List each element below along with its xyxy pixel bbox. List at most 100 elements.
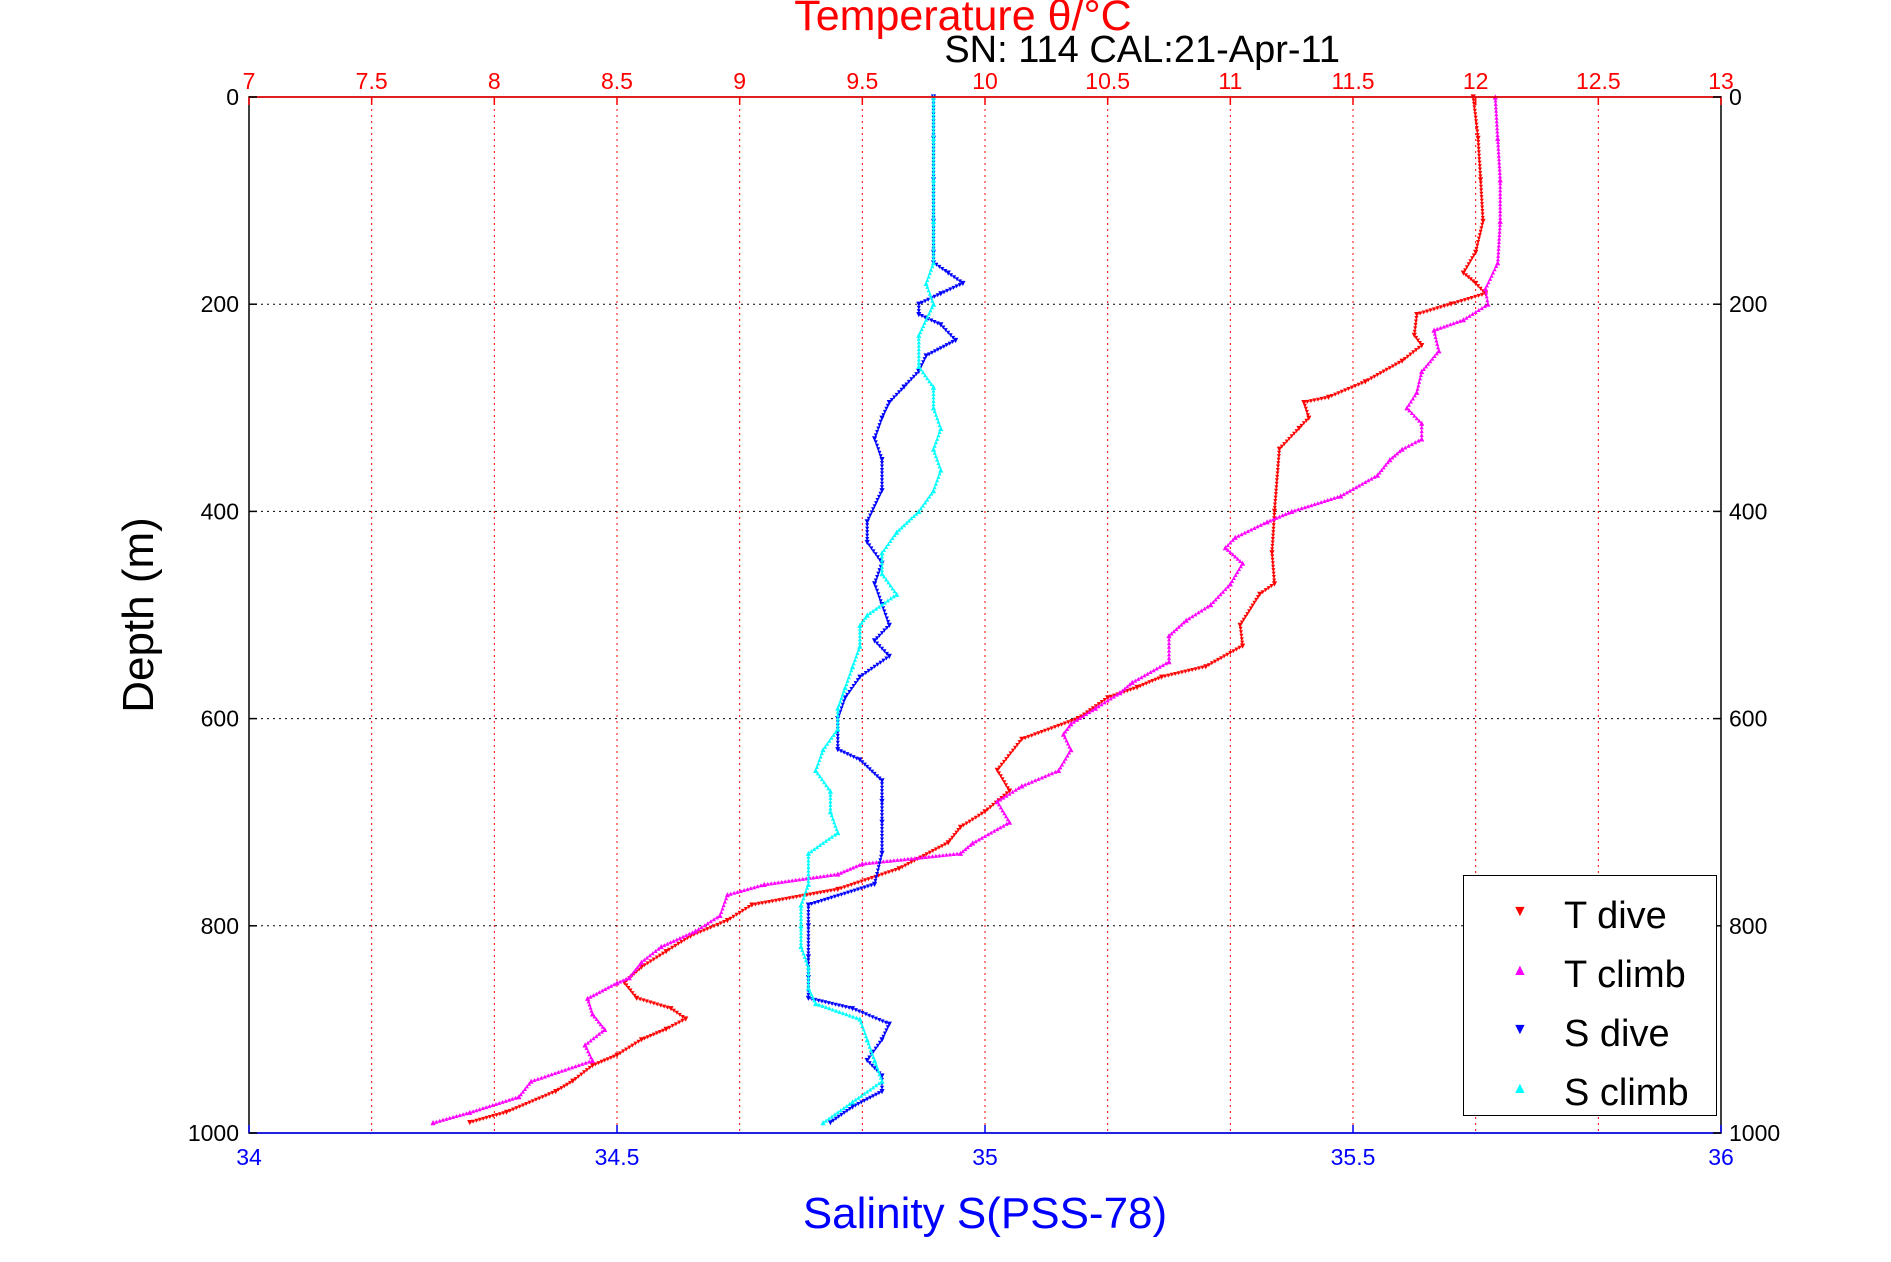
data-point-marker bbox=[784, 896, 789, 901]
data-point-marker bbox=[1002, 793, 1007, 798]
data-point-marker bbox=[869, 876, 874, 880]
data-point-marker bbox=[740, 908, 745, 913]
data-point bbox=[864, 1037, 870, 1043]
data-point-marker bbox=[1271, 523, 1276, 528]
data-point-marker bbox=[936, 474, 941, 479]
data-point-marker bbox=[1497, 240, 1501, 244]
data-point-marker bbox=[918, 330, 923, 335]
data-point-marker bbox=[1414, 348, 1419, 353]
series-layer bbox=[430, 94, 1503, 1126]
data-point-marker bbox=[880, 485, 884, 490]
data-point-marker bbox=[1414, 416, 1419, 421]
data-point-marker bbox=[930, 298, 935, 303]
data-point-marker bbox=[931, 209, 936, 213]
data-point-marker bbox=[1062, 721, 1067, 726]
data-point-marker bbox=[810, 995, 815, 1000]
data-point-marker bbox=[753, 902, 758, 907]
data-point-marker bbox=[1496, 257, 1500, 262]
data-point-marker bbox=[1270, 561, 1275, 566]
data-point-marker bbox=[882, 649, 887, 654]
data-point-marker bbox=[1176, 671, 1181, 676]
data-point-marker bbox=[1452, 301, 1457, 306]
data-point-marker bbox=[715, 922, 720, 927]
data-point bbox=[945, 840, 951, 846]
data-point-marker bbox=[630, 991, 635, 996]
data-point-marker bbox=[880, 792, 884, 797]
data-point-marker bbox=[938, 346, 943, 351]
data-point-marker bbox=[812, 847, 817, 852]
data-point-marker bbox=[867, 543, 872, 548]
data-point bbox=[857, 643, 863, 649]
data-point-marker bbox=[919, 327, 924, 332]
data-point-marker bbox=[1046, 727, 1051, 732]
data-point bbox=[798, 923, 804, 929]
data-point-marker bbox=[808, 892, 813, 897]
data-point-marker bbox=[1473, 294, 1478, 299]
data-point-marker bbox=[497, 1101, 502, 1105]
data-point-marker bbox=[602, 1058, 607, 1063]
data-point-marker bbox=[824, 838, 828, 843]
data-point bbox=[1237, 622, 1243, 628]
data-point-marker bbox=[881, 413, 886, 418]
data-point-marker bbox=[853, 1008, 858, 1013]
data-point-marker bbox=[532, 1078, 537, 1082]
data-point-marker bbox=[929, 267, 933, 272]
data-point-marker bbox=[1275, 468, 1280, 472]
data-point-marker bbox=[722, 920, 727, 924]
data-point-marker bbox=[1273, 495, 1278, 500]
data-point-marker bbox=[906, 379, 911, 384]
data-point bbox=[1414, 312, 1420, 318]
data-point-marker bbox=[855, 678, 860, 683]
data-point-marker bbox=[876, 1068, 881, 1073]
data-point-marker bbox=[1005, 786, 1010, 791]
data-point-marker bbox=[665, 941, 670, 946]
data-point-marker bbox=[1494, 115, 1499, 120]
data-point-marker bbox=[1084, 712, 1089, 717]
data-point bbox=[528, 1078, 534, 1084]
data-point-marker bbox=[877, 633, 882, 638]
data-point-marker bbox=[566, 1066, 571, 1071]
data-point-marker bbox=[1274, 485, 1279, 490]
data-point-marker bbox=[930, 264, 935, 269]
data-point-marker bbox=[608, 1055, 613, 1060]
data-point-marker bbox=[878, 858, 883, 863]
data-point-marker bbox=[890, 536, 895, 540]
data-point-marker bbox=[780, 897, 785, 902]
data-point-marker bbox=[1294, 429, 1299, 434]
data-point-marker bbox=[1479, 226, 1484, 231]
data-point-marker bbox=[690, 930, 695, 935]
data-point-marker bbox=[1015, 743, 1020, 747]
data-point-marker bbox=[873, 1016, 878, 1021]
data-point-marker bbox=[828, 806, 833, 811]
data-point-marker bbox=[924, 852, 929, 857]
data-point-marker bbox=[880, 561, 884, 566]
data-point-marker bbox=[612, 982, 617, 987]
data-point-marker bbox=[1480, 292, 1484, 297]
data-point-marker bbox=[931, 133, 936, 137]
data-point-marker bbox=[1273, 492, 1278, 497]
data-point-marker bbox=[886, 542, 891, 546]
data-point-marker bbox=[454, 1114, 459, 1118]
data-point-marker bbox=[1425, 309, 1430, 314]
data-point-marker bbox=[869, 546, 874, 551]
data-point-marker bbox=[1430, 356, 1435, 361]
data-point-marker bbox=[876, 592, 881, 597]
data-point-marker bbox=[772, 880, 777, 885]
data-point-marker bbox=[988, 805, 993, 810]
data-point-marker bbox=[818, 874, 823, 879]
data-point-marker bbox=[881, 658, 886, 663]
data-point-marker bbox=[1416, 345, 1421, 350]
data-point-marker bbox=[805, 961, 810, 966]
data-point-marker bbox=[848, 753, 853, 758]
salinity-tick-label: 36 bbox=[1708, 1144, 1734, 1170]
data-point-marker bbox=[1222, 654, 1227, 659]
data-point-marker bbox=[976, 813, 981, 818]
data-point-marker bbox=[794, 895, 799, 899]
data-point-marker bbox=[1000, 777, 1005, 782]
data-point bbox=[1166, 633, 1172, 639]
data-point-marker bbox=[859, 620, 864, 625]
data-point-marker bbox=[1096, 704, 1101, 709]
data-point-marker bbox=[875, 1043, 880, 1048]
data-point-marker bbox=[862, 1091, 867, 1096]
data-point-marker bbox=[1270, 540, 1275, 545]
